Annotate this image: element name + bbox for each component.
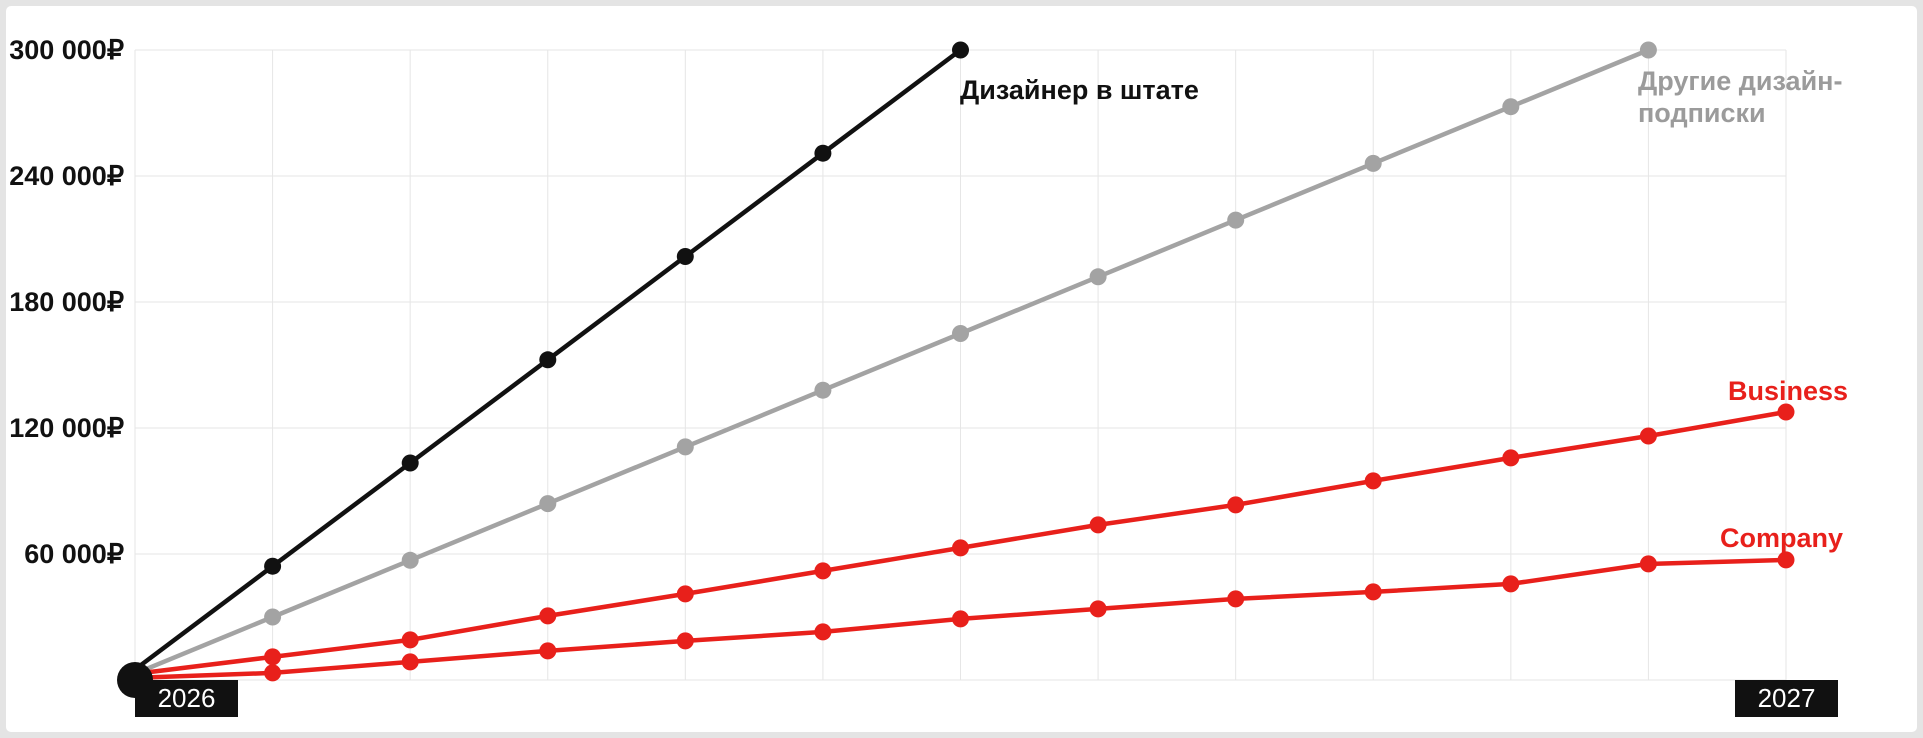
svg-text:подписки: подписки <box>1638 98 1766 128</box>
svg-text:Business: Business <box>1728 376 1848 406</box>
svg-text:180 000₽: 180 000₽ <box>9 287 124 317</box>
svg-text:300 000₽: 300 000₽ <box>9 35 124 65</box>
svg-text:Другие дизайн-: Другие дизайн- <box>1638 66 1842 96</box>
svg-text:Дизайнер в штате: Дизайнер в штате <box>960 75 1199 105</box>
svg-text:2026: 2026 <box>158 683 216 713</box>
svg-text:Company: Company <box>1720 523 1843 553</box>
svg-text:240 000₽: 240 000₽ <box>9 161 124 191</box>
svg-text:60 000₽: 60 000₽ <box>24 539 124 569</box>
svg-text:2027: 2027 <box>1758 683 1816 713</box>
svg-text:120 000₽: 120 000₽ <box>9 413 124 443</box>
